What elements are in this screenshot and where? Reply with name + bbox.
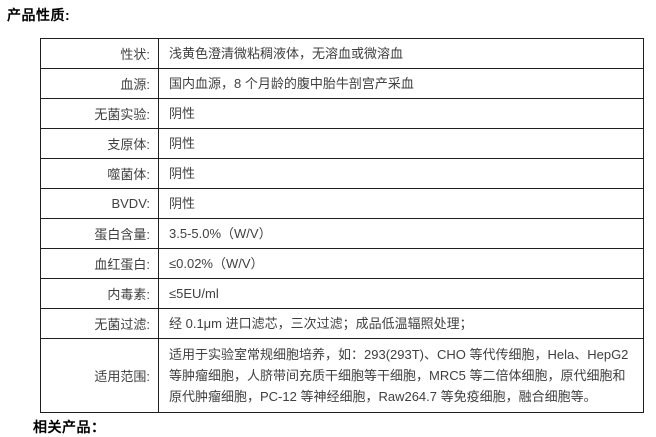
row-value: 阴性 <box>158 188 644 219</box>
row-label: 适用范围: <box>40 338 159 413</box>
row-label: 无菌实验: <box>40 98 159 129</box>
table-row: 支原体: 阴性 <box>40 128 644 159</box>
row-label: 无菌过滤: <box>40 308 159 339</box>
row-value: 浅黄色澄清微粘稠液体，无溶血或微溶血 <box>158 38 644 69</box>
row-value: ≤5EU/ml <box>158 278 644 309</box>
table-row: 内毒素: ≤5EU/ml <box>40 278 644 309</box>
next-section-heading-clipped: 相关产品： <box>33 419 106 435</box>
row-label: 内毒素: <box>40 278 159 309</box>
row-label: BVDV: <box>40 188 159 219</box>
table-row: 性状: 浅黄色澄清微粘稠液体，无溶血或微溶血 <box>40 38 644 69</box>
row-value: 阴性 <box>158 158 644 189</box>
table-row: 无菌实验: 阴性 <box>40 98 644 129</box>
table-row: 血红蛋白: ≤0.02%（W/V） <box>40 248 644 279</box>
row-value: 经 0.1μm 进口滤芯，三次过滤；成品低温辐照处理； <box>158 308 644 339</box>
row-label: 血源: <box>40 68 159 99</box>
page-title: 产品性质: <box>7 7 71 23</box>
table-row: 血源: 国内血源，8 个月龄的腹中胎牛剖宫产采血 <box>40 68 644 99</box>
row-label: 支原体: <box>40 128 159 159</box>
table-row: 适用范围: 适用于实验室常规细胞培养，如：293(293T)、CHO 等代传细胞… <box>40 338 644 413</box>
row-value: 阴性 <box>158 98 644 129</box>
row-label: 血红蛋白: <box>40 248 159 279</box>
row-value: 3.5-5.0%（W/V） <box>158 218 644 249</box>
table-row: 蛋白含量: 3.5-5.0%（W/V） <box>40 218 644 249</box>
row-value: ≤0.02%（W/V） <box>158 248 644 279</box>
row-label: 性状: <box>40 38 159 69</box>
row-label: 噬菌体: <box>40 158 159 189</box>
row-label: 蛋白含量: <box>40 218 159 249</box>
row-value: 国内血源，8 个月龄的腹中胎牛剖宫产采血 <box>158 68 644 99</box>
table-row: 无菌过滤: 经 0.1μm 进口滤芯，三次过滤；成品低温辐照处理； <box>40 308 644 339</box>
table-row: 噬菌体: 阴性 <box>40 158 644 189</box>
product-properties-table: 性状: 浅黄色澄清微粘稠液体，无溶血或微溶血 血源: 国内血源，8 个月龄的腹中… <box>40 38 644 413</box>
table-row: BVDV: 阴性 <box>40 188 644 219</box>
row-value: 阴性 <box>158 128 644 159</box>
row-value: 适用于实验室常规细胞培养，如：293(293T)、CHO 等代传细胞，Hela、… <box>158 338 644 413</box>
